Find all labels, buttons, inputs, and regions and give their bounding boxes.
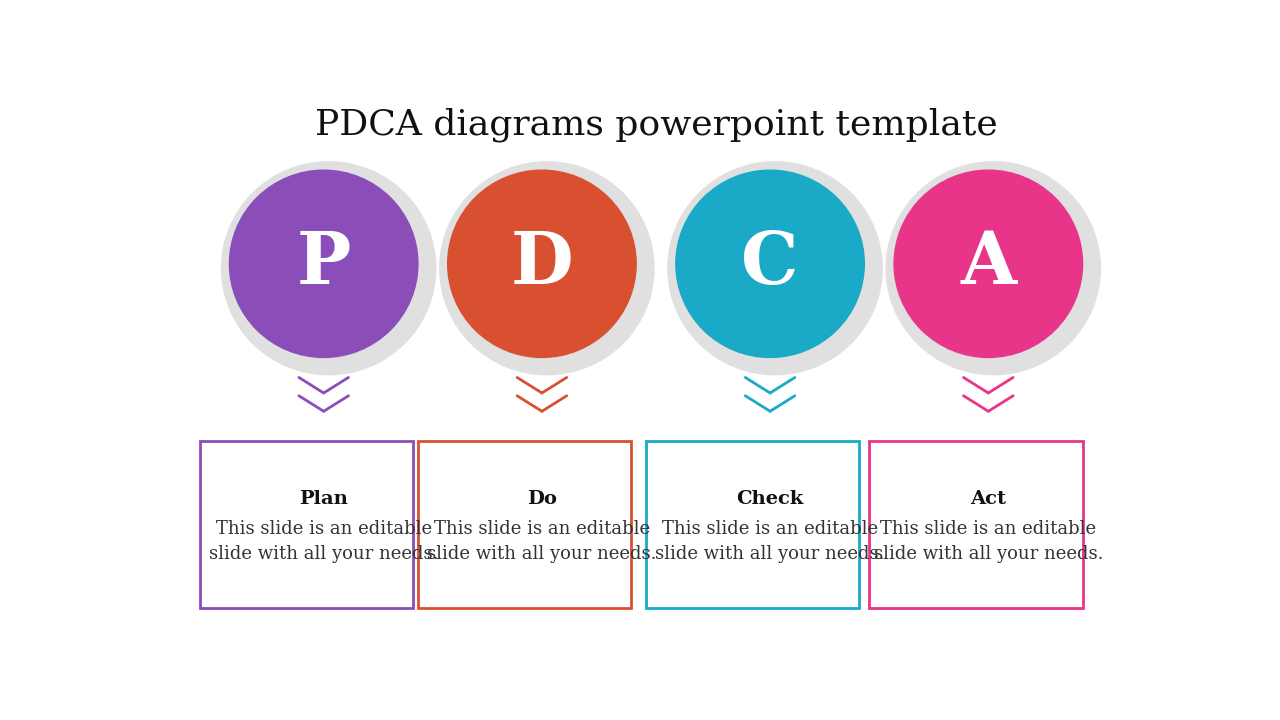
Text: A: A [960, 228, 1016, 300]
Ellipse shape [440, 162, 654, 374]
Text: C: C [741, 228, 799, 300]
Ellipse shape [676, 170, 864, 357]
FancyBboxPatch shape [869, 441, 1083, 608]
Text: PDCA diagrams powerpoint template: PDCA diagrams powerpoint template [315, 108, 997, 143]
FancyBboxPatch shape [646, 441, 859, 608]
Ellipse shape [668, 162, 882, 374]
Text: Do: Do [527, 490, 557, 508]
Text: P: P [297, 228, 351, 300]
Ellipse shape [893, 170, 1083, 357]
Ellipse shape [221, 162, 435, 374]
Text: This slide is an editable
slide with all your needs.: This slide is an editable slide with all… [428, 520, 657, 562]
Text: This slide is an editable
slide with all your needs.: This slide is an editable slide with all… [873, 520, 1103, 562]
Ellipse shape [448, 170, 636, 357]
Ellipse shape [886, 162, 1101, 374]
Text: Act: Act [970, 490, 1006, 508]
FancyBboxPatch shape [200, 441, 413, 608]
Text: This slide is an editable
slide with all your needs.: This slide is an editable slide with all… [209, 520, 439, 562]
Text: Check: Check [736, 490, 804, 508]
Text: This slide is an editable
slide with all your needs.: This slide is an editable slide with all… [655, 520, 884, 562]
Text: Plan: Plan [300, 490, 348, 508]
FancyBboxPatch shape [417, 441, 631, 608]
Ellipse shape [229, 170, 417, 357]
Text: D: D [511, 228, 573, 300]
